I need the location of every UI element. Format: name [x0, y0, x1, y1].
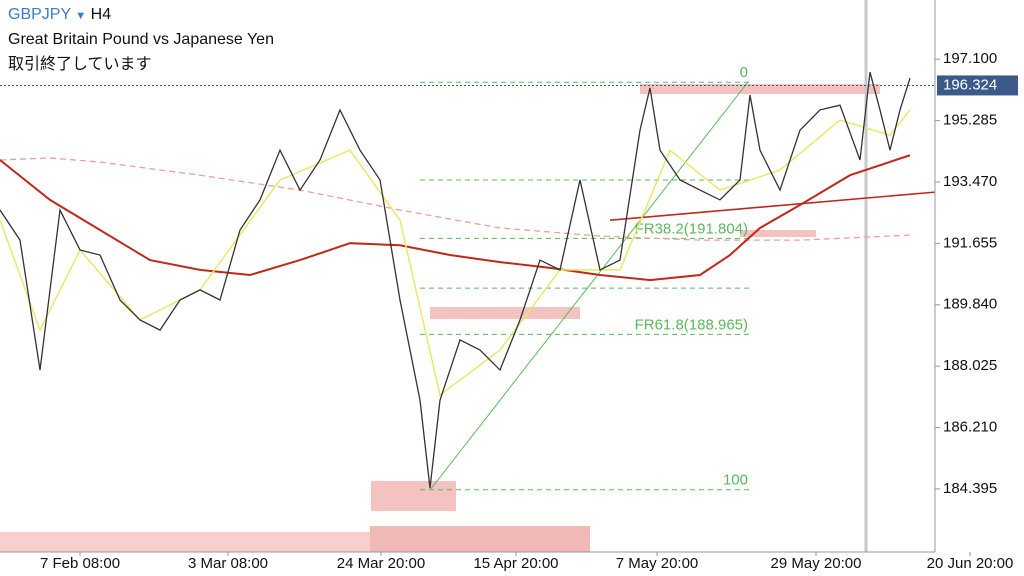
x-tick-label: 7 Feb 08:00: [40, 555, 120, 572]
description: Great Britain Pound vs Japanese Yen: [8, 31, 274, 48]
x-tick-label: 20 Jun 20:00: [927, 555, 1014, 572]
zone: [370, 526, 590, 552]
y-tick-label: 195.285: [943, 112, 997, 129]
y-tick-label: 189.840: [943, 296, 997, 313]
symbol-row: GBPJPY ▼ H4: [8, 6, 111, 24]
y-tick-label: 186.210: [943, 418, 997, 435]
current-price-badge: [937, 75, 1018, 96]
axes: 197.100 195.285 193.470 191.655 189.840 188.0…: [40, 50, 1018, 572]
fib-label: 100: [723, 472, 748, 489]
fib-label: FR38.2(191.804): [635, 220, 748, 237]
zone: [430, 307, 580, 319]
zone: [740, 230, 816, 237]
y-tick-label: 191.655: [943, 234, 997, 251]
price-line: [0, 71, 911, 489]
price-axis: [935, 0, 1024, 576]
y-tick-label: 193.470: [943, 173, 997, 190]
x-tick-label: 15 Apr 20:00: [473, 555, 558, 572]
symbol[interactable]: GBPJPY: [8, 6, 71, 23]
plot-area: 0 FR38.2(191.804) FR61.8(188.965) 100: [0, 64, 936, 491]
current-price-label: 196.324: [943, 76, 997, 93]
fib-trend-line: [429, 81, 749, 491]
zone: [371, 481, 456, 511]
zone: [640, 84, 880, 94]
y-tick-label: 197.100: [943, 50, 997, 67]
fib-label: FR61.8(188.965): [635, 316, 748, 333]
y-tick-label: 184.395: [943, 480, 997, 497]
x-tick-label: 24 Mar 20:00: [337, 555, 425, 572]
x-tick-label: 3 Mar 08:00: [188, 555, 268, 572]
price-line: [0, 154, 911, 282]
price-line: [0, 157, 911, 241]
fib-label: 0: [740, 64, 748, 81]
timeframe[interactable]: H4: [90, 6, 112, 23]
price-line: [609, 191, 936, 221]
x-tick-label: 29 May 20:00: [771, 555, 862, 572]
status: 取引終了しています: [8, 56, 152, 73]
y-tick-label: 188.025: [943, 357, 997, 374]
dropdown-icon[interactable]: ▼: [75, 10, 87, 22]
x-tick-label: 7 May 20:00: [616, 555, 699, 572]
